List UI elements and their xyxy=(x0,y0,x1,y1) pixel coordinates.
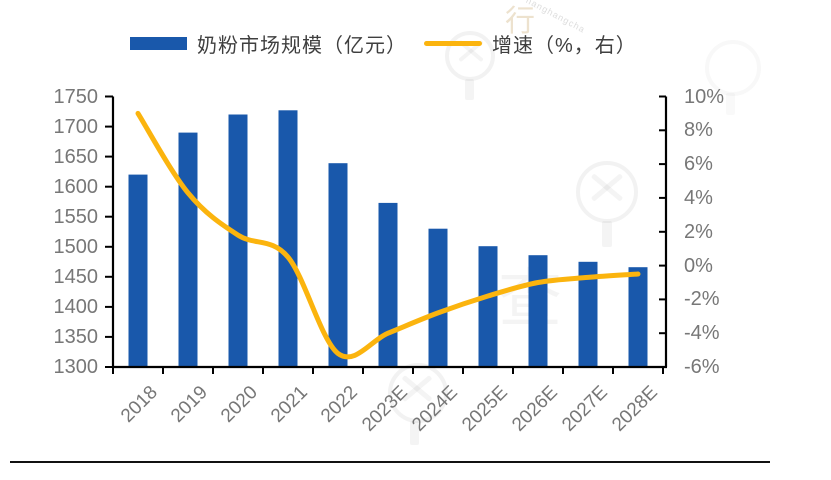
right-axis-tick-label: 2% xyxy=(684,220,713,243)
bar-2020 xyxy=(228,114,248,367)
left-axis-tick-label: 1400 xyxy=(53,295,99,318)
right-axis-tick-label: 4% xyxy=(684,186,713,209)
bar-2028E xyxy=(628,267,648,367)
legend-item-growth: 增速（%，右） xyxy=(424,31,637,57)
left-axis-tick-label: 1750 xyxy=(53,85,99,108)
left-axis-tick-label: 1600 xyxy=(53,175,99,198)
legend-label-market-size: 奶粉市场规模（亿元） xyxy=(197,34,407,57)
right-axis-tick-label: -2% xyxy=(684,288,720,311)
bar-2026E xyxy=(528,255,548,367)
left-axis-tick-label: 1450 xyxy=(53,265,99,288)
bar-2022 xyxy=(328,163,348,367)
growth-line xyxy=(135,110,641,360)
right-axis-tick-label: 8% xyxy=(684,119,713,142)
right-axis-tick-label: -6% xyxy=(684,356,720,378)
left-axis-tick-label: 1700 xyxy=(53,115,99,138)
bar-2024E xyxy=(428,228,448,367)
right-axis-tick-label: -4% xyxy=(684,322,720,345)
legend-item-market-size: 奶粉市场规模（亿元） xyxy=(130,31,407,57)
left-axis-tick-label: 1350 xyxy=(53,325,99,348)
bar-2025E xyxy=(478,246,498,367)
left-axis-tick-label: 1650 xyxy=(53,145,99,168)
right-axis-tick-label: 0% xyxy=(684,254,713,277)
right-axis-tick-label: 6% xyxy=(684,153,713,176)
bar-2023E xyxy=(378,202,398,367)
legend-bar-swatch xyxy=(130,36,187,50)
bar-2021 xyxy=(278,110,298,368)
legend-label-growth: 增速（%，右） xyxy=(492,34,637,57)
left-axis-tick-label: 1550 xyxy=(53,205,99,228)
left-axis-tick-label: 1300 xyxy=(53,356,99,378)
bar-2019 xyxy=(178,132,198,367)
bar-2027E xyxy=(578,261,598,367)
right-axis-tick-label: 10% xyxy=(684,85,725,108)
left-axis-tick-label: 1500 xyxy=(53,235,99,258)
divider-line xyxy=(10,461,770,463)
bar-2018 xyxy=(128,174,148,367)
legend-line-swatch xyxy=(424,40,482,46)
